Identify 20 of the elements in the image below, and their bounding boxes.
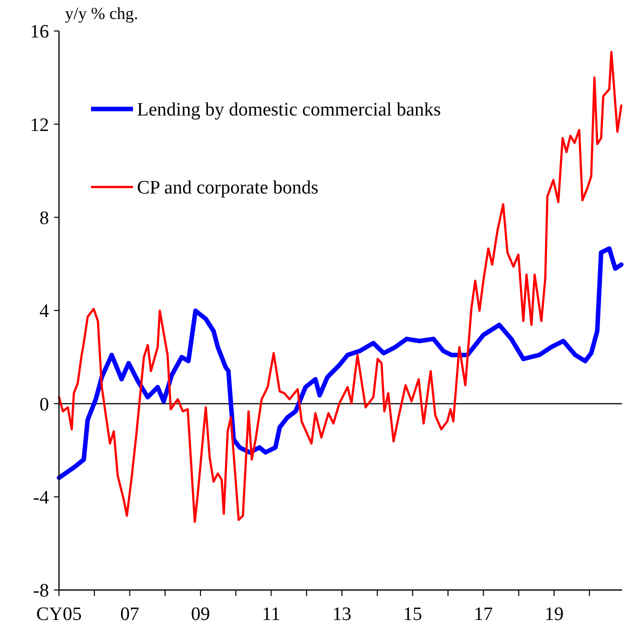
x-tick-label: CY05 bbox=[36, 604, 82, 625]
y-tick-label: 4 bbox=[40, 301, 50, 322]
y-tick-label: 8 bbox=[40, 208, 49, 229]
x-tick-label: 09 bbox=[190, 604, 210, 625]
x-tick-label: 07 bbox=[120, 604, 140, 625]
y-tick-label: -8 bbox=[33, 580, 49, 602]
y-tick-label: 0 bbox=[40, 394, 49, 416]
x-tick-label: 17 bbox=[474, 604, 493, 625]
y-axis-title: y/y % chg. bbox=[65, 4, 138, 23]
y-tick-label: 16 bbox=[30, 22, 49, 43]
x-tick-label: 13 bbox=[332, 604, 352, 625]
x-tick-label: 19 bbox=[544, 604, 564, 625]
y-tick-label: -4 bbox=[33, 487, 50, 508]
legend-label: CP and corporate bonds bbox=[137, 178, 318, 199]
legend-label: Lending by domestic commercial banks bbox=[137, 100, 441, 121]
x-tick-label: 11 bbox=[262, 604, 280, 625]
line-series bbox=[56, 246, 624, 480]
y-tick-label: 12 bbox=[30, 114, 49, 136]
x-tick-label: 15 bbox=[403, 604, 422, 625]
line-series bbox=[58, 50, 622, 523]
